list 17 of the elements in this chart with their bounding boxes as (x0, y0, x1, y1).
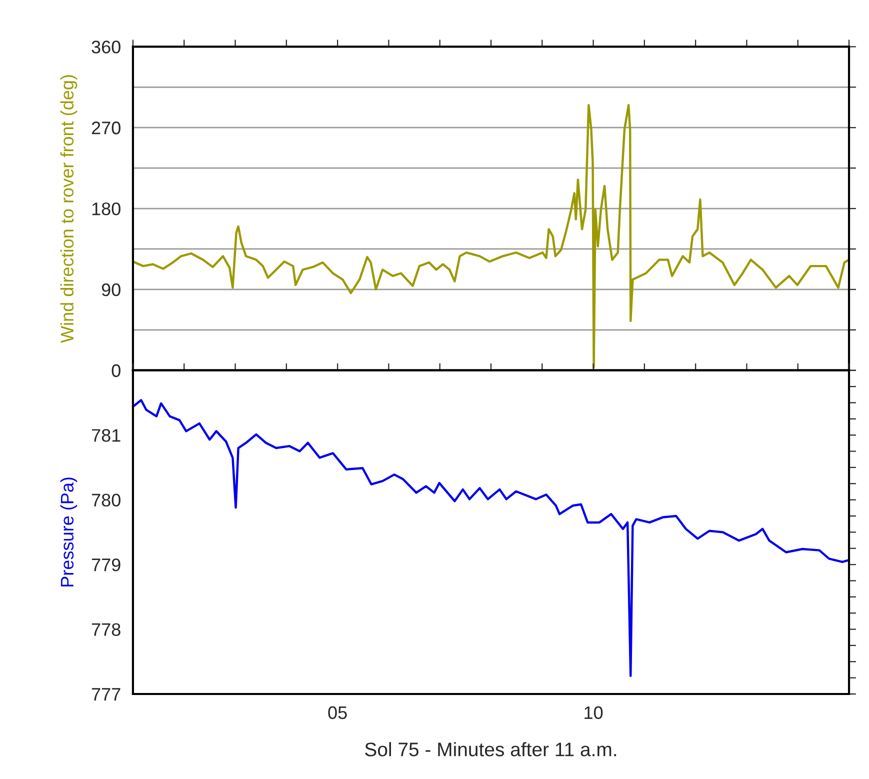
y-axis-title: Pressure (Pa) (60, 478, 78, 586)
y-tick-label: 777 (92, 688, 120, 701)
line-series (132, 399, 850, 677)
x-tick-label: 05 (328, 706, 347, 720)
y-tick-label: 360 (92, 40, 120, 54)
x-tick-label: 10 (584, 706, 603, 720)
y-tick-label: 90 (102, 283, 120, 296)
y-tick-label: 778 (92, 623, 120, 636)
y-tick-label: 0 (112, 364, 120, 378)
y-tick-label: 180 (92, 202, 120, 216)
y-tick-label: 780 (92, 494, 120, 507)
y-tick-label: 270 (92, 122, 120, 134)
y-tick-label: 779 (92, 558, 120, 572)
line-series (132, 104, 850, 369)
x-axis-title: Sol 75 - Minutes after 11 a.m. (365, 742, 616, 756)
y-tick-label: 781 (92, 429, 120, 442)
y-axis-title: Wind direction to rover front (deg) (60, 75, 78, 343)
